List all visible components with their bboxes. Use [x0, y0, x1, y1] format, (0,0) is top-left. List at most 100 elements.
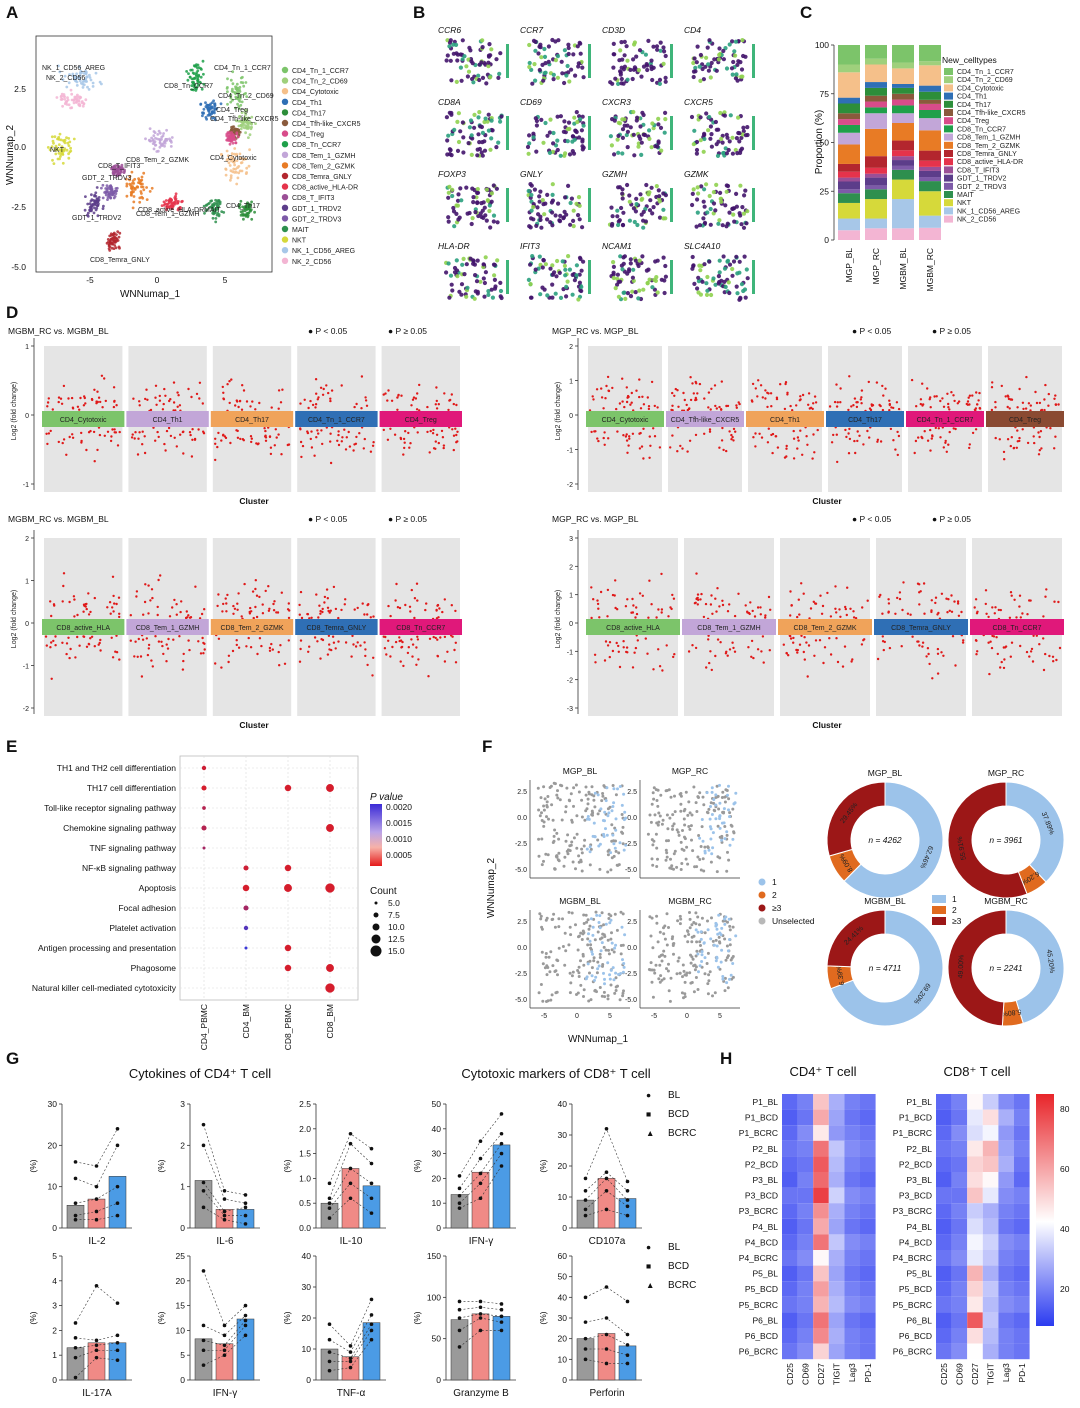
- b-feature-point: [659, 149, 663, 153]
- d-sig-point: [1010, 656, 1012, 658]
- d-sig-point: [243, 439, 245, 441]
- f-umap-point: [540, 796, 543, 799]
- d-sig-point: [868, 381, 870, 383]
- d-cluster-name: CD8_Tn_CCR7: [992, 625, 1041, 632]
- d-sig-point: [408, 646, 410, 648]
- d-sig-point: [325, 384, 327, 386]
- d-sig-point: [772, 433, 774, 435]
- d-sig-point: [896, 597, 898, 599]
- d-sig-point: [614, 579, 616, 581]
- umap-a-point: [90, 193, 93, 196]
- d-sig-point: [796, 616, 798, 618]
- d-sig-point: [433, 636, 435, 638]
- b-feature-point: [527, 141, 531, 145]
- d-sig-point: [975, 653, 977, 655]
- d-ytick-label: 0: [569, 413, 573, 420]
- d-sig-point: [237, 406, 239, 408]
- b-feature-point: [623, 297, 627, 301]
- d-sig-point: [675, 388, 677, 390]
- b-feature-point: [707, 115, 711, 119]
- d-sig-point: [182, 668, 184, 670]
- b-feature-point: [476, 148, 480, 152]
- b-feature-point: [709, 132, 713, 136]
- d-sig-point: [199, 382, 201, 384]
- d-sig-point: [318, 605, 320, 607]
- d-sig-point: [258, 402, 260, 404]
- d-sig-point: [915, 405, 917, 407]
- d-sig-point: [854, 452, 856, 454]
- d-sig-point: [708, 662, 710, 664]
- b-feature-point: [564, 294, 568, 298]
- d-sig-point: [1017, 440, 1019, 442]
- d-sig-point: [194, 586, 196, 588]
- panel-letter-h: H: [720, 1049, 732, 1068]
- d-sig-point: [907, 613, 909, 615]
- b-feature-point: [453, 270, 457, 274]
- b-feature-point: [486, 293, 490, 297]
- d-sig-point: [47, 401, 49, 403]
- c-legend-label: CD8_Tem_1_GZMH: [957, 135, 1020, 142]
- d-sig-point: [936, 613, 938, 615]
- umap-a-point: [176, 202, 179, 205]
- umap-a-point: [69, 150, 72, 153]
- b-feature-point: [556, 115, 560, 119]
- umap-a-xlabel: WNNumap_1: [120, 289, 180, 300]
- umap-a-point: [149, 127, 152, 130]
- umap-a-ytick: -2.5: [11, 202, 26, 212]
- d-sig-point: [372, 441, 374, 443]
- f-umap-point: [575, 814, 578, 817]
- d-sig-point: [52, 640, 54, 642]
- b-feature-point: [482, 262, 486, 266]
- d-sig-point: [413, 617, 415, 619]
- d-sig-point: [639, 447, 641, 449]
- umap-a-point: [199, 103, 202, 106]
- b-feature-plot: [527, 182, 585, 230]
- b-feature-point: [730, 267, 734, 271]
- d-sig-point: [187, 388, 189, 390]
- d-sig-point: [236, 644, 238, 646]
- d-sig-point: [63, 438, 65, 440]
- d-sig-point: [131, 436, 133, 438]
- umap-a-point: [158, 138, 161, 141]
- b-feature-point: [615, 209, 619, 213]
- d-sig-point: [597, 440, 599, 442]
- b-feature-point: [695, 60, 699, 64]
- c-category-label: MGBM_BL: [898, 248, 908, 290]
- b-feature-point: [696, 290, 700, 294]
- f-umap-point: [574, 867, 577, 870]
- d-sig-point: [429, 638, 431, 640]
- umap-a-point: [94, 191, 97, 194]
- d-sig-point: [975, 391, 977, 393]
- d-sig-point: [736, 407, 738, 409]
- d-sig-point: [454, 428, 456, 430]
- umap-a-point: [81, 100, 84, 103]
- umap-a-cluster-label: NK_2_CD56: [46, 75, 85, 82]
- d-sig-point: [436, 655, 438, 657]
- d-sig-point: [243, 583, 245, 585]
- b-feature-point: [484, 81, 488, 85]
- d-sig-point: [273, 600, 275, 602]
- umap-a-legend-swatch: [282, 226, 288, 232]
- d-ytick-label: -2: [567, 482, 573, 489]
- d-sig-point: [626, 598, 628, 600]
- umap-a-point: [86, 86, 89, 89]
- b-feature-point: [528, 61, 532, 65]
- umap-a-cluster-label: NKT: [50, 147, 65, 154]
- d-sig-point: [384, 647, 386, 649]
- d-sig-point: [402, 665, 404, 667]
- d-sig-point: [626, 386, 628, 388]
- umap-a-legend: CD4_Tn_1_CCR7CD4_Tn_2_CD69CD4_CytotoxicC…: [282, 67, 361, 266]
- d-sig-point: [341, 436, 343, 438]
- b-feature-point: [566, 184, 570, 188]
- d-sig-point: [721, 600, 723, 602]
- umap-a-point: [236, 89, 239, 92]
- d-nonsig-legend: ● P ≥ 0.05: [932, 514, 971, 524]
- b-mini-colorbar: [752, 116, 755, 150]
- b-feature-point: [623, 40, 627, 44]
- d-sig-point: [361, 375, 363, 377]
- d-sig-point: [118, 658, 120, 660]
- umap-a-point: [226, 103, 229, 106]
- d-sig-point: [918, 644, 920, 646]
- d-sig-point: [449, 399, 451, 401]
- d-sig-point: [938, 427, 940, 429]
